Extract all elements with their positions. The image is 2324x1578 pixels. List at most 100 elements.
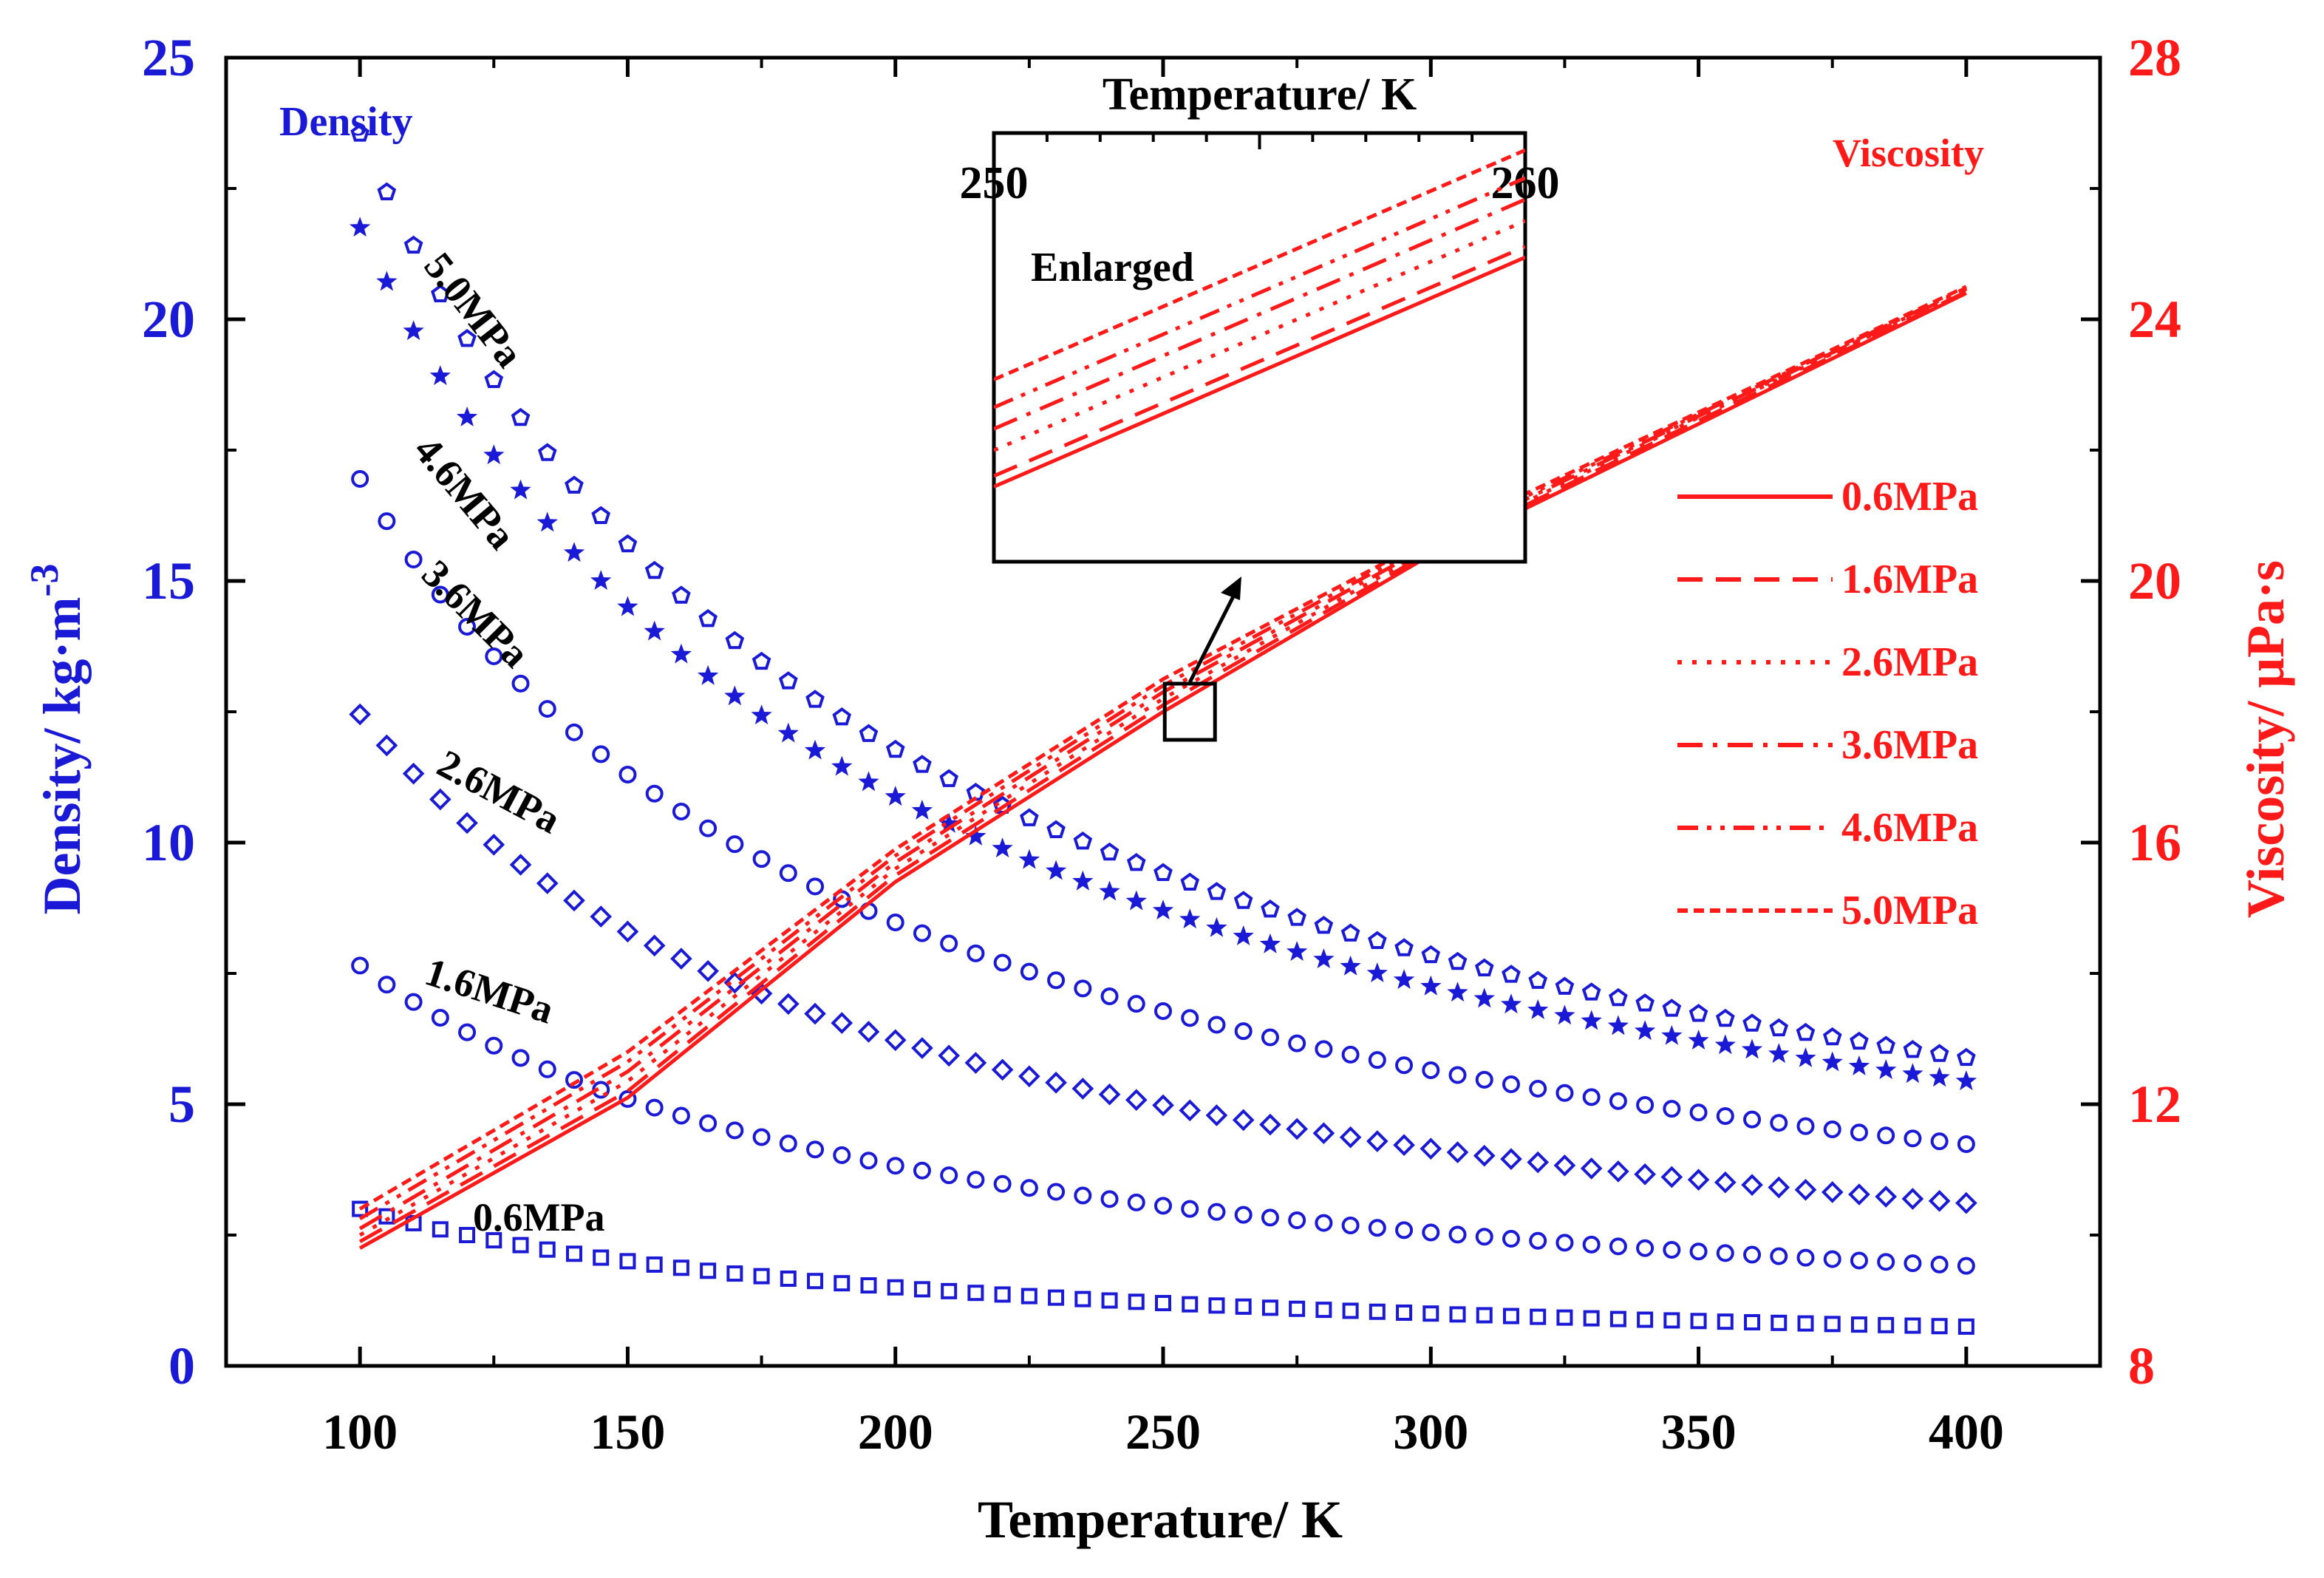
density-point <box>403 235 423 254</box>
density-point <box>1771 1314 1788 1331</box>
density-point <box>563 889 585 912</box>
density-point <box>1957 1135 1975 1153</box>
density-point <box>1583 1310 1600 1327</box>
density-point <box>1182 1296 1199 1313</box>
inset-frame <box>992 131 1527 564</box>
density-series-2.6MPa <box>349 703 1977 1214</box>
density-point <box>1207 882 1227 900</box>
density-point <box>1743 1110 1762 1129</box>
density-series-label: 3.6MPa <box>414 551 539 676</box>
density-point <box>1473 987 1495 1008</box>
legend: 0.6MPa 1.6MPa 2.6MPa 3.6MPa 4.6MPa 5.0MPa <box>1677 474 1978 933</box>
density-point <box>644 560 664 579</box>
density-point <box>1152 1094 1174 1117</box>
left-axis-title-sup: -3 <box>22 563 67 596</box>
density-point <box>1502 1075 1520 1094</box>
density-point <box>1768 1043 1790 1064</box>
zoom-arrow-head <box>1221 577 1241 600</box>
density-point <box>1955 1191 1977 1214</box>
density-point <box>805 690 825 708</box>
x-tick-label: 300 <box>1393 1404 1468 1460</box>
density-point <box>590 905 613 928</box>
density-point <box>1020 1179 1038 1197</box>
density-point <box>431 1009 449 1027</box>
density-point <box>1289 1300 1306 1317</box>
density-point <box>1581 1010 1602 1030</box>
inset-x-tick-label: 250 <box>960 158 1029 208</box>
density-point <box>1288 1034 1306 1052</box>
density-point <box>857 1021 880 1043</box>
density-point <box>993 1174 1012 1193</box>
density-point <box>1366 962 1388 983</box>
density-point <box>565 475 584 494</box>
density-point <box>351 469 369 488</box>
density-point <box>431 585 449 604</box>
density-point <box>1741 1174 1763 1196</box>
density-point <box>1261 1299 1278 1316</box>
density-point <box>1502 965 1521 983</box>
x-axis-title: Temperature/ K <box>978 1490 1343 1549</box>
density-point <box>1877 1126 1895 1145</box>
density-point <box>887 1279 904 1296</box>
density-point <box>1208 1297 1225 1314</box>
density-point <box>885 739 905 758</box>
density-point <box>1232 1109 1255 1132</box>
density-point <box>1581 982 1601 1001</box>
inset-line-4.6MPa <box>994 176 1525 409</box>
density-point <box>1394 938 1414 956</box>
density-point <box>1688 1030 1709 1050</box>
density-point <box>404 993 423 1011</box>
density-point <box>1554 1004 1575 1025</box>
density-point <box>1181 1200 1199 1218</box>
density-point <box>1047 1183 1066 1201</box>
inset-line-3.6MPa <box>994 197 1525 431</box>
density-point <box>1099 880 1120 901</box>
zoom-arrow <box>1187 594 1236 684</box>
density-point <box>565 1245 582 1262</box>
density-point <box>538 700 556 718</box>
density-point <box>1500 1148 1522 1170</box>
density-point <box>1018 848 1040 869</box>
density-point <box>1957 1256 1975 1275</box>
density-series-label: 5.0MPa <box>416 244 532 375</box>
density-point <box>1180 872 1200 891</box>
density-point <box>1636 1096 1655 1115</box>
right-tick-label: 16 <box>2128 813 2181 872</box>
density-point <box>1125 890 1147 911</box>
density-point <box>911 799 933 820</box>
density-point <box>859 1152 878 1170</box>
density-point <box>1902 1063 1923 1084</box>
density-point <box>1206 916 1227 937</box>
density-point <box>1100 1190 1119 1208</box>
density-point <box>1393 969 1415 990</box>
viscosity-annotation: Viscosity <box>1833 131 1984 175</box>
density-point <box>1609 987 1628 1007</box>
density-point <box>429 788 451 811</box>
density-point <box>1154 863 1173 881</box>
density-point <box>645 1098 664 1117</box>
density-point <box>1582 1235 1601 1254</box>
density-point <box>429 365 451 386</box>
density-point <box>1393 1134 1415 1157</box>
density-series-group <box>349 123 1977 1335</box>
left-tick-label: 20 <box>142 290 195 349</box>
density-point <box>913 1281 930 1298</box>
density-series-label: 0.6MPa <box>473 1195 604 1239</box>
density-point <box>376 271 398 291</box>
density-point <box>672 1259 689 1276</box>
legend-label: 0.6MPa <box>1841 474 1978 520</box>
density-point <box>1824 1316 1841 1333</box>
density-point <box>1368 1051 1386 1069</box>
density-point <box>778 671 798 690</box>
density-point <box>1100 842 1120 861</box>
density-point <box>1020 962 1038 981</box>
inset-line-0.6MPa <box>994 255 1525 489</box>
density-point <box>349 217 371 237</box>
density-point <box>726 1121 744 1140</box>
density-point <box>1875 1059 1897 1080</box>
density-point <box>672 585 691 604</box>
density-point <box>699 1114 718 1132</box>
density-point <box>592 745 610 764</box>
density-point <box>619 765 637 783</box>
density-point <box>1315 1214 1333 1232</box>
